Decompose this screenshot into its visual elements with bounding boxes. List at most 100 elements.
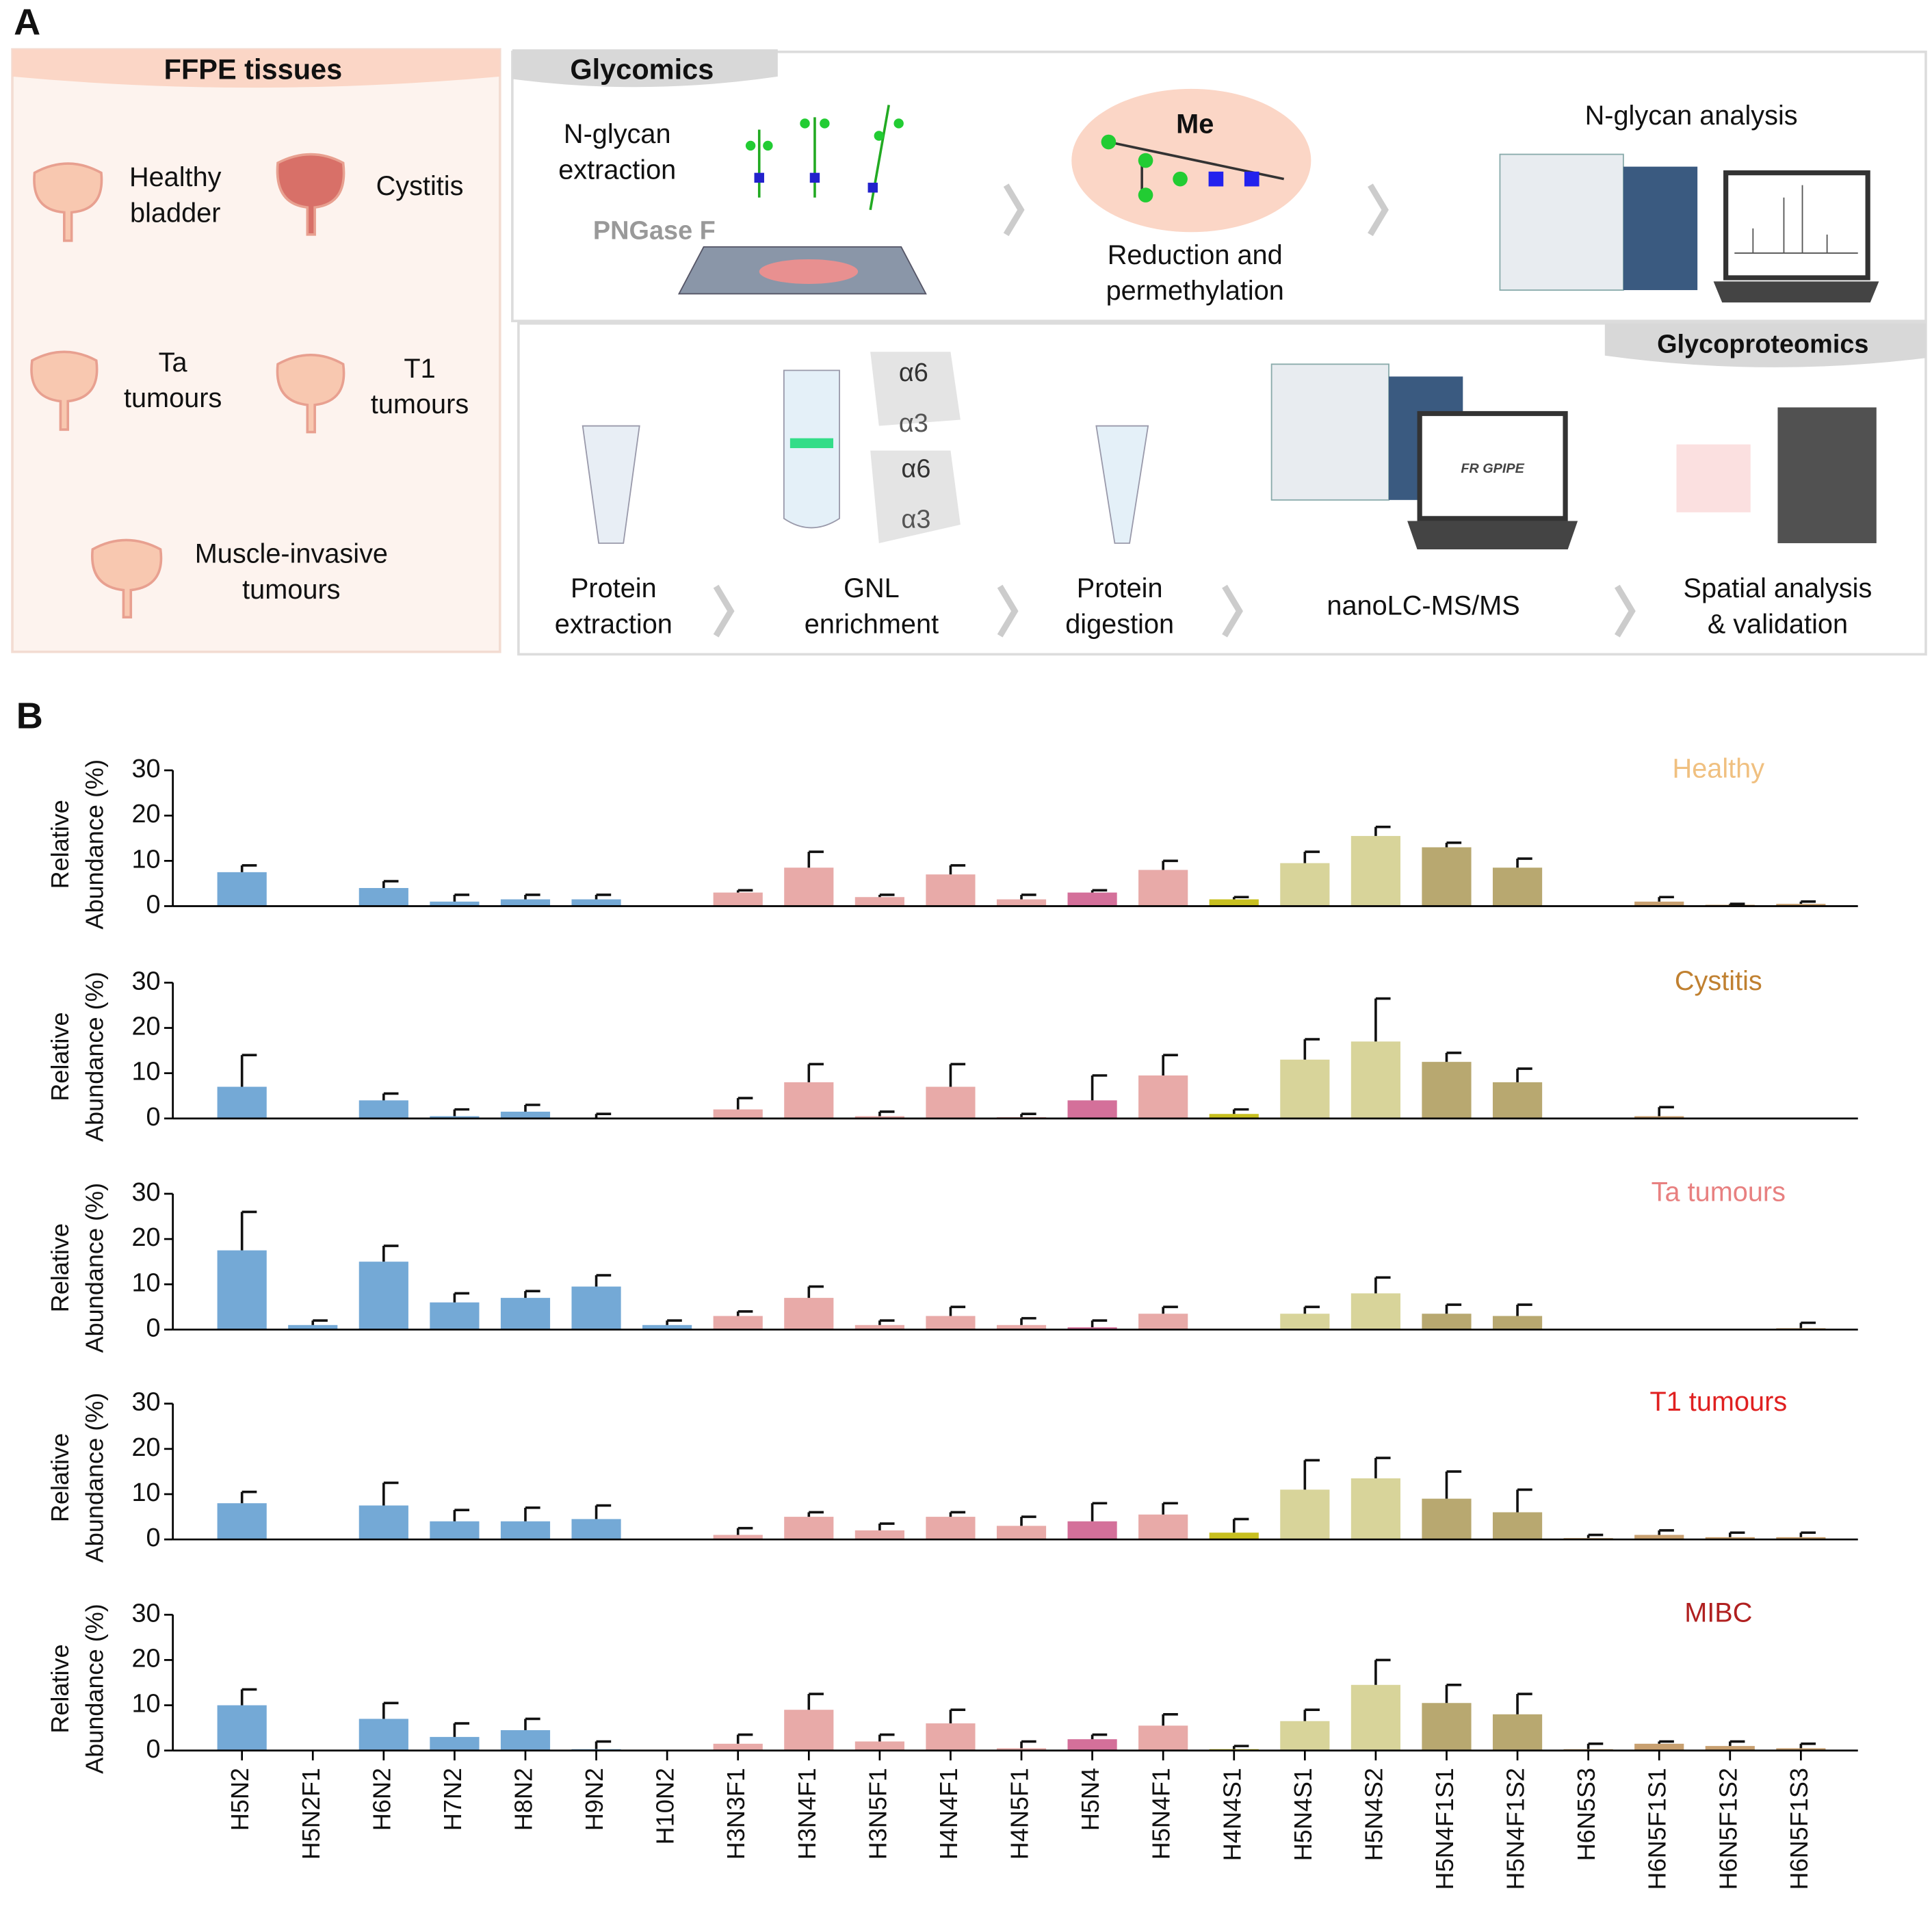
- y-tick-label: 10: [131, 1268, 160, 1297]
- bar: [854, 1530, 904, 1540]
- y-axis-label: Abundance (%): [80, 1183, 108, 1353]
- y-tick-label: 0: [146, 1735, 161, 1764]
- y-tick-label: 10: [131, 1690, 160, 1719]
- bar: [571, 899, 621, 906]
- bar: [713, 1316, 763, 1330]
- bar: [1067, 1739, 1117, 1751]
- bar: [1280, 1489, 1330, 1540]
- tissue-label: Muscle-invasive: [195, 538, 388, 569]
- bar: [1492, 1512, 1543, 1540]
- y-tick-label: 20: [131, 1223, 160, 1252]
- bar: [996, 1748, 1047, 1751]
- x-tick-label: H5N2F1: [297, 1768, 325, 1859]
- bar: [430, 1736, 480, 1751]
- x-tick-label: H10N2: [651, 1768, 679, 1844]
- bar: [217, 1503, 267, 1540]
- step-label: Protein: [571, 573, 657, 603]
- y-tick-label: 0: [146, 1524, 161, 1552]
- bar: [1422, 1314, 1472, 1330]
- step-label: & validation: [1708, 609, 1848, 639]
- bar: [358, 1719, 408, 1751]
- chart-title: MIBC: [1684, 1598, 1752, 1628]
- linkage-label: α3: [901, 506, 930, 534]
- chart-title: T1 tumours: [1649, 1387, 1787, 1417]
- bar: [1634, 901, 1684, 906]
- bar: [1492, 1082, 1543, 1119]
- panel-label: A: [14, 1, 40, 42]
- bar: [1705, 1537, 1755, 1540]
- bar-chart: 0 10 20 30 Relative Abundance (%) T1 tumours: [46, 1387, 1858, 1563]
- glycoproteomics-art: [582, 352, 1877, 638]
- step-label: Spatial analysis: [1684, 573, 1872, 603]
- bar: [784, 1082, 834, 1119]
- chart-title: Healthy: [1673, 753, 1765, 783]
- step-label: permethylation: [1106, 276, 1284, 306]
- bar: [1776, 1748, 1826, 1751]
- bar: [1350, 1684, 1400, 1751]
- x-tick-label: H7N2: [439, 1768, 467, 1831]
- bar: [1067, 1327, 1117, 1330]
- bar: [1422, 1498, 1472, 1540]
- x-tick-label: H6N5F1S3: [1785, 1768, 1813, 1890]
- bar: [926, 1517, 976, 1540]
- bar: [1280, 1059, 1330, 1119]
- x-tick-label: H6N5F1S1: [1643, 1768, 1671, 1890]
- tissue-label: tumours: [242, 575, 340, 605]
- y-tick-label: 10: [131, 1058, 160, 1086]
- bar: [430, 901, 480, 906]
- bar: [1350, 1478, 1400, 1540]
- chart-title: Cystitis: [1675, 966, 1762, 996]
- bar: [1705, 1746, 1755, 1751]
- x-tick-label: H6N2: [367, 1768, 395, 1831]
- bar: [1280, 1314, 1330, 1330]
- bar: [1422, 1062, 1472, 1119]
- step-label: extraction: [558, 155, 676, 185]
- step-label: Reduction and: [1108, 240, 1283, 270]
- bar: [1776, 904, 1826, 906]
- bar: [1350, 1293, 1400, 1330]
- bar: [217, 1250, 267, 1330]
- bar: [854, 1116, 904, 1119]
- bar: [854, 1324, 904, 1330]
- y-tick-label: 30: [131, 967, 160, 995]
- step-label: Protein: [1077, 573, 1163, 603]
- step-label: N-glycan: [564, 119, 671, 149]
- bar: [1280, 863, 1330, 906]
- tissue-label: Ta: [159, 348, 188, 378]
- bar: [500, 1729, 551, 1751]
- y-tick-label: 20: [131, 800, 160, 828]
- bar: [1350, 835, 1400, 906]
- tissue-label: bladder: [130, 198, 220, 228]
- tissue-label: tumours: [124, 383, 222, 413]
- section-title: FFPE tissues: [164, 53, 343, 86]
- x-tick-label: H5N4S2: [1359, 1768, 1387, 1861]
- step-label: enrichment: [805, 609, 939, 639]
- bar: [1067, 892, 1117, 906]
- bar: [1634, 1535, 1684, 1540]
- bladder-icons: [30, 153, 345, 619]
- x-tick-label: H5N4F1S2: [1502, 1768, 1530, 1890]
- bar-chart: 0 10 20 30 Relative Abundance (%) Ta tumours: [46, 1177, 1858, 1353]
- x-tick-label: H8N2: [510, 1768, 538, 1831]
- bar-chart: 0 10 20 30 Relative Abundance (%) MIBC: [46, 1598, 1858, 1774]
- y-axis-label: Relative: [46, 1012, 74, 1101]
- x-tick-label: H4N4S1: [1218, 1768, 1246, 1861]
- bar: [358, 1100, 408, 1119]
- y-tick-label: 0: [146, 1314, 161, 1342]
- bar: [571, 1286, 621, 1330]
- linkage-label: α6: [899, 358, 928, 387]
- y-axis-label: Relative: [46, 1644, 74, 1733]
- bar: [430, 1302, 480, 1330]
- bar: [217, 1705, 267, 1751]
- glycoproteomics-header: [1604, 323, 1926, 367]
- glycomics-header: [512, 49, 778, 88]
- x-tick-label: H3N4F1: [793, 1768, 821, 1859]
- bar: [854, 1741, 904, 1751]
- y-axis-label: Abundance (%): [80, 1393, 108, 1563]
- x-tick-label: H5N4F1S1: [1431, 1768, 1459, 1890]
- y-axis-label: Abundance (%): [80, 759, 108, 930]
- x-tick-label: H5N2: [226, 1768, 254, 1831]
- bar: [1634, 1116, 1684, 1119]
- bar: [1138, 1314, 1188, 1330]
- bar: [996, 1526, 1047, 1540]
